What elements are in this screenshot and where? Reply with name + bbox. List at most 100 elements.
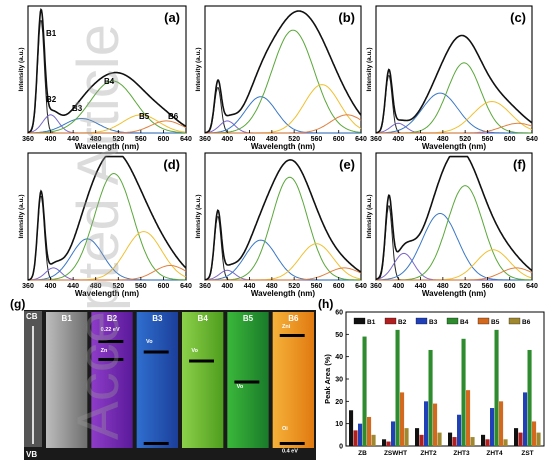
pl-y-axis-label: Intensity (a.u.): [195, 47, 202, 91]
pl-x-tick-label: 560: [311, 283, 323, 290]
pl-x-tick-label: 600: [158, 136, 170, 143]
pl-x-tick-label: 400: [221, 136, 233, 143]
legend-label: B1: [367, 319, 376, 326]
pl-band-curve: [376, 267, 533, 281]
pl-x-tick-label: 360: [199, 283, 211, 290]
pl-band-curve: [28, 120, 187, 134]
legend-label: B4: [460, 319, 469, 326]
pl-x-tick-label: 640: [355, 283, 367, 290]
pl-panel-0: 360 400 440 480 520 560 600 640 Wavelength (nm) I…: [18, 5, 192, 151]
legend-swatch: [446, 317, 459, 325]
pl-x-tick-label: 520: [288, 136, 300, 143]
pl-peak-label: B6: [168, 112, 179, 121]
pl-x-tick-label: 520: [112, 136, 124, 143]
bar-y-tick-label: 20: [335, 399, 343, 406]
bar: [419, 434, 424, 446]
bar: [433, 403, 438, 446]
legend-label: B6: [522, 319, 531, 326]
pl-envelope-curve: [376, 34, 533, 134]
pl-band-curve: [28, 238, 186, 281]
pl-x-tick-label: 640: [355, 136, 367, 143]
pl-x-tick-label: 480: [266, 283, 278, 290]
bar-y-tick-label: 50: [335, 332, 343, 339]
bar-y-axis-label: Peak Area (%): [323, 354, 332, 404]
bar: [395, 329, 400, 446]
pl-plot-frame: [27, 5, 187, 134]
bar: [485, 439, 490, 446]
pl-band-curve: [376, 92, 532, 134]
pl-x-tick-label: 400: [221, 283, 233, 290]
pl-panel-label: (f): [513, 157, 526, 172]
band-column-label: B4: [198, 314, 209, 323]
pl-x-tick-label: 600: [504, 136, 516, 143]
pl-x-tick-label: 480: [90, 136, 102, 143]
bar: [353, 430, 358, 446]
pl-peak-label: B5: [139, 112, 150, 121]
pl-x-tick-label: 600: [504, 283, 516, 290]
pl-x-tick-label: 360: [199, 136, 211, 143]
level-label: 0.4 eV: [282, 449, 298, 455]
pl-x-tick-label: 560: [311, 136, 323, 143]
pl-y-axis-label: Intensity (a.u.): [18, 47, 25, 91]
pl-envelope-curve: [27, 8, 187, 134]
band-column: [182, 312, 224, 448]
defect-level: [279, 334, 305, 337]
bar: [514, 428, 519, 446]
bar-plot-frame: [345, 311, 545, 447]
bar: [424, 401, 429, 446]
pl-band-curve: [28, 172, 186, 281]
band-column: [46, 312, 88, 448]
bar: [448, 432, 453, 446]
defect-level: [98, 340, 124, 343]
bar: [523, 392, 528, 446]
pl-x-tick-label: 440: [415, 283, 427, 290]
pl-x-tick-label: 640: [180, 136, 192, 143]
bar-y-tick-label: 30: [335, 377, 343, 384]
pl-y-axis-label: Intensity (a.u.): [366, 47, 373, 91]
bar: [428, 349, 433, 446]
pl-envelope-curve: [28, 155, 187, 281]
pl-band-curve: [205, 267, 362, 281]
pl-panel-label: (c): [510, 10, 526, 25]
defect-level: [279, 442, 305, 445]
pl-x-tick-label: 520: [459, 283, 471, 290]
band-column: [227, 312, 269, 448]
level-label: Zn: [101, 348, 108, 354]
bar-category-label: ZHT2: [420, 450, 437, 457]
pl-band-curve: [376, 213, 532, 281]
pl-peak-label: B2: [46, 95, 57, 104]
defect-level: [143, 350, 169, 354]
legend-swatch: [415, 317, 428, 325]
pl-panel-1: 360 400 440 480 520 560 600 640 Wavelength (nm) I…: [195, 5, 367, 151]
pl-x-tick-label: 600: [158, 283, 170, 290]
pl-panel-2: 360 400 440 480 520 560 600 640 Wavelength (nm) I…: [366, 5, 538, 151]
pl-plot-frame: [204, 5, 362, 134]
pl-panel-3: 360 400 440 480 520 560 600 640 Wavelength (nm) I…: [18, 152, 192, 298]
pl-envelope-curve: [375, 155, 533, 281]
pl-x-tick-label: 600: [333, 283, 345, 290]
pl-plot-frame: [375, 5, 533, 134]
defect-level: [189, 359, 214, 363]
bar-y-tick-label: 40: [335, 354, 343, 361]
bar: [358, 423, 363, 446]
bar: [362, 336, 367, 446]
pl-band-curve: [205, 239, 361, 281]
bar: [371, 434, 376, 446]
panel-g-label: (g): [10, 297, 25, 311]
bar: [461, 338, 466, 446]
bar: [415, 428, 420, 446]
pl-envelope-curve: [204, 159, 362, 281]
pl-peak-label: B1: [46, 29, 57, 38]
pl-x-tick-label: 560: [135, 136, 147, 143]
pl-x-axis-label: Wavelength (nm): [422, 289, 486, 298]
band-column: [272, 312, 314, 448]
pl-x-tick-label: 640: [180, 283, 192, 290]
pl-plot-frame: [27, 152, 187, 281]
pl-x-axis-label: Wavelength (nm): [251, 142, 315, 151]
legend-swatch: [477, 317, 490, 325]
band-column-label: B5: [243, 314, 254, 323]
pl-y-axis-label: Intensity (a.u.): [195, 194, 202, 238]
pl-x-tick-label: 360: [22, 283, 34, 290]
band-column: [136, 312, 178, 448]
band-column-label: B2: [107, 314, 118, 323]
